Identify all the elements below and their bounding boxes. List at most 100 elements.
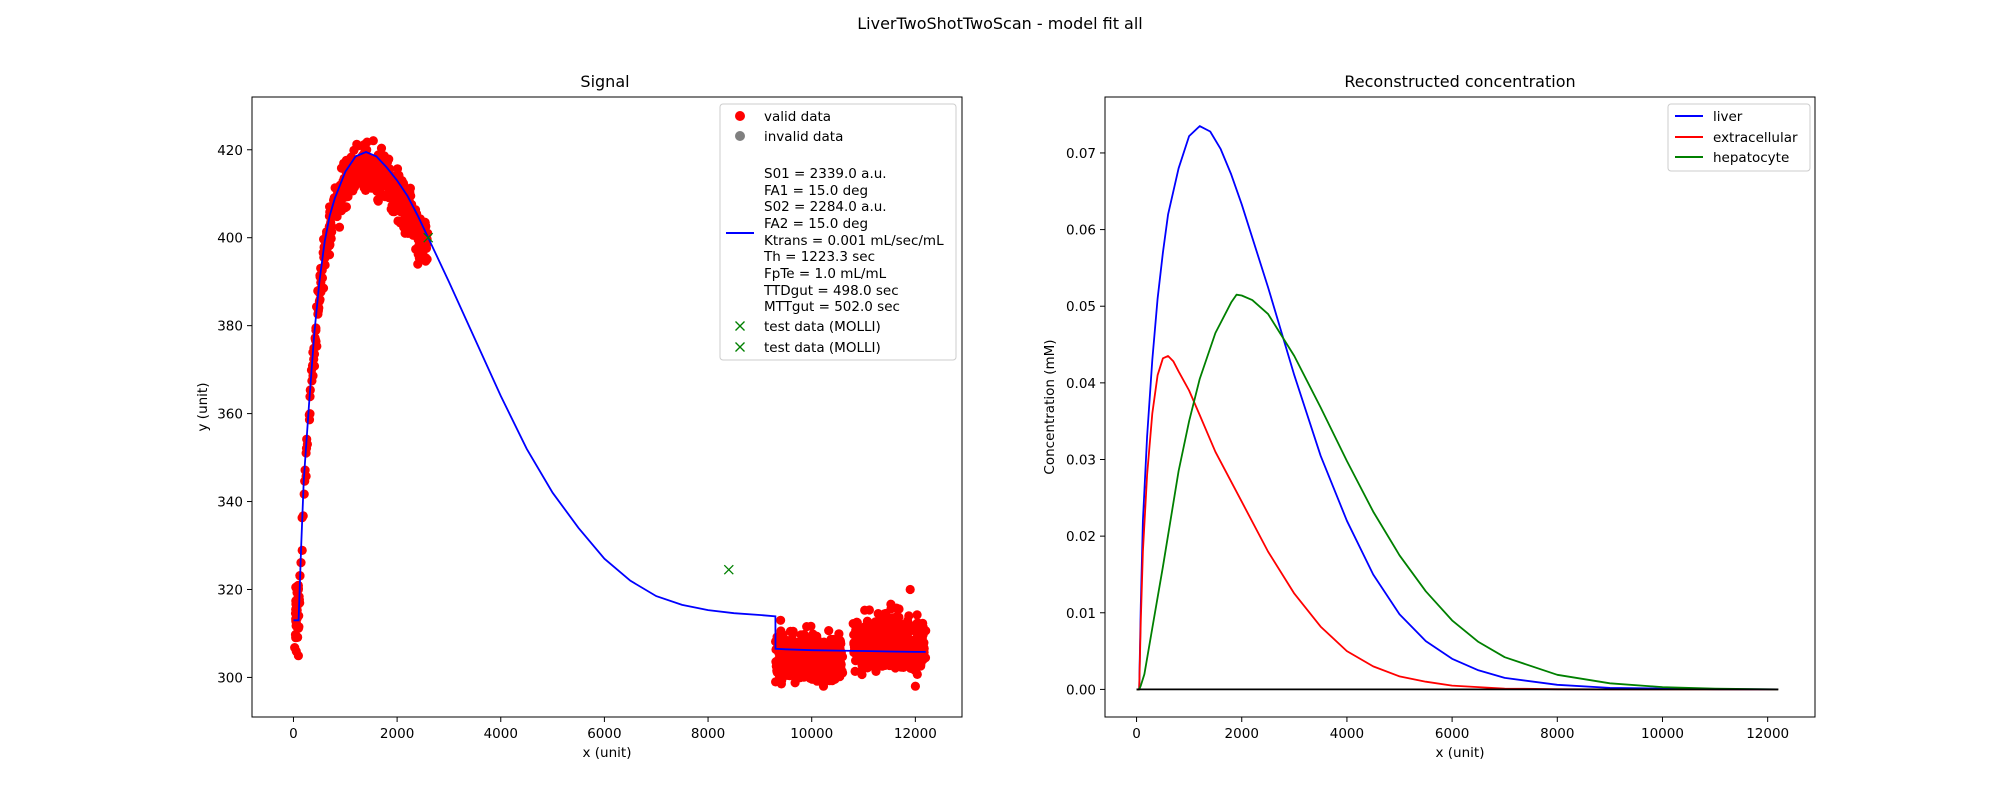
valid-data-point bbox=[905, 640, 916, 650]
legend-param-mttgut: MTTgut = 502.0 sec bbox=[764, 299, 900, 315]
legend-liver-label: liver bbox=[1713, 109, 1743, 125]
legend-param-fpte: FpTe = 1.0 mL/mL bbox=[764, 266, 887, 282]
valid-data-point bbox=[911, 627, 921, 637]
y-tick-label: 0.02 bbox=[1066, 529, 1096, 545]
legend-invalid-label: invalid data bbox=[764, 129, 843, 145]
legend-hepatocyte-label: hepatocyte bbox=[1713, 150, 1789, 166]
y-tick-label: 360 bbox=[217, 407, 243, 423]
valid-data-point bbox=[290, 643, 300, 653]
x-tick-label: 4000 bbox=[1330, 726, 1364, 742]
valid-data-point bbox=[836, 639, 846, 649]
valid-data-point bbox=[372, 186, 382, 196]
liver-line bbox=[1136, 125, 1779, 691]
x-tick-label: 0 bbox=[1132, 726, 1141, 742]
valid-data-point bbox=[313, 309, 323, 319]
valid-data-point bbox=[834, 629, 844, 639]
concentration-panel: Reconstructed concentration 0 2000 4000 600… bbox=[1042, 72, 1816, 761]
valid-data-point bbox=[297, 545, 307, 556]
conc-xlabel: x (unit) bbox=[1436, 745, 1485, 761]
figure-suptitle: LiverTwoShotTwoScan - model fit all bbox=[857, 14, 1143, 33]
valid-data-point bbox=[311, 325, 321, 335]
valid-data-point bbox=[785, 626, 796, 636]
valid-data-point bbox=[776, 615, 786, 625]
valid-data-point bbox=[405, 226, 415, 236]
valid-data-point bbox=[886, 604, 896, 614]
valid-data-point bbox=[916, 643, 927, 654]
valid-data-point bbox=[776, 648, 786, 659]
valid-data-point bbox=[405, 183, 415, 193]
legend-test2-marker bbox=[735, 342, 745, 352]
conc-title: Reconstructed concentration bbox=[1344, 72, 1575, 91]
legend-param-ktrans: Ktrans = 0.001 mL/sec/mL bbox=[764, 233, 944, 249]
valid-data-point bbox=[912, 610, 922, 620]
y-tick-label: 320 bbox=[217, 582, 243, 598]
valid-data-point bbox=[376, 143, 387, 153]
valid-data-point bbox=[379, 190, 389, 200]
valid-data-point bbox=[379, 151, 389, 161]
valid-data-point bbox=[399, 193, 409, 203]
valid-data-point bbox=[293, 622, 303, 632]
valid-data-point bbox=[896, 637, 906, 648]
valid-data-point bbox=[903, 616, 913, 626]
valid-data-point bbox=[334, 222, 345, 232]
legend-extracellular-label: extracellular bbox=[1713, 130, 1798, 146]
valid-data-point bbox=[864, 654, 874, 664]
model-fit-curve bbox=[293, 151, 926, 653]
valid-data-point bbox=[413, 249, 423, 259]
x-tick-label: 10000 bbox=[790, 726, 833, 742]
test-data-points bbox=[423, 232, 734, 575]
valid-data-point bbox=[896, 662, 906, 672]
legend-test1-marker bbox=[735, 321, 745, 331]
valid-data-point bbox=[335, 199, 345, 209]
valid-data-point bbox=[910, 681, 921, 691]
valid-data-point bbox=[806, 621, 816, 631]
valid-data-point bbox=[299, 489, 309, 499]
signal-legend-box bbox=[719, 103, 957, 361]
conc-legend-box bbox=[1667, 103, 1811, 172]
legend-valid-label: valid data bbox=[764, 109, 831, 125]
valid-data-point bbox=[353, 168, 363, 178]
valid-data-point bbox=[912, 634, 922, 644]
legend-param-ttdgut: TTDgut = 498.0 sec bbox=[763, 283, 899, 299]
valid-data-point bbox=[376, 166, 386, 176]
valid-data-point bbox=[291, 596, 301, 606]
valid-data-point bbox=[373, 196, 383, 206]
signal-panel: Signal 0 2000 4000 6000 8000 10000 12000 300 32… bbox=[195, 72, 963, 761]
valid-data-point bbox=[900, 654, 911, 664]
legend-test2-label: test data (MOLLI) bbox=[764, 340, 881, 356]
valid-data-point bbox=[826, 667, 836, 677]
legend-param-s02: S02 = 2284.0 a.u. bbox=[764, 199, 887, 215]
legend-valid-marker bbox=[735, 111, 745, 121]
concentration-lines bbox=[1136, 125, 1779, 691]
valid-data-point bbox=[366, 170, 376, 180]
signal-title: Signal bbox=[580, 72, 629, 91]
valid-data-point bbox=[899, 646, 909, 656]
legend-invalid-marker bbox=[735, 131, 745, 141]
valid-data-point bbox=[838, 668, 848, 678]
valid-data-point bbox=[384, 174, 394, 184]
valid-data-point bbox=[852, 637, 863, 647]
y-tick-label: 0.04 bbox=[1066, 376, 1096, 392]
valid-data-point bbox=[413, 229, 423, 239]
valid-data-point bbox=[873, 645, 883, 655]
legend-param-th: Th = 1223.3 sec bbox=[763, 249, 875, 265]
valid-data-point bbox=[805, 659, 815, 669]
valid-data-point bbox=[851, 656, 861, 666]
valid-data-point bbox=[871, 666, 881, 677]
valid-data-point bbox=[290, 630, 301, 640]
valid-data-point bbox=[362, 137, 372, 147]
valid-data-point bbox=[817, 650, 827, 660]
valid-data-point bbox=[824, 626, 834, 636]
valid-data-point bbox=[796, 630, 806, 640]
valid-data-point bbox=[806, 667, 816, 677]
y-tick-label: 420 bbox=[217, 143, 243, 159]
y-tick-label: 0.01 bbox=[1066, 606, 1096, 622]
legend-param-fa2: FA2 = 15.0 deg bbox=[764, 216, 868, 232]
valid-data-point bbox=[815, 671, 825, 681]
valid-data-point bbox=[889, 653, 899, 663]
x-tick-label: 12000 bbox=[1746, 726, 1789, 742]
y-tick-label: 380 bbox=[217, 319, 243, 335]
legend-test-x bbox=[735, 342, 745, 352]
y-tick-label: 0.03 bbox=[1066, 452, 1096, 468]
